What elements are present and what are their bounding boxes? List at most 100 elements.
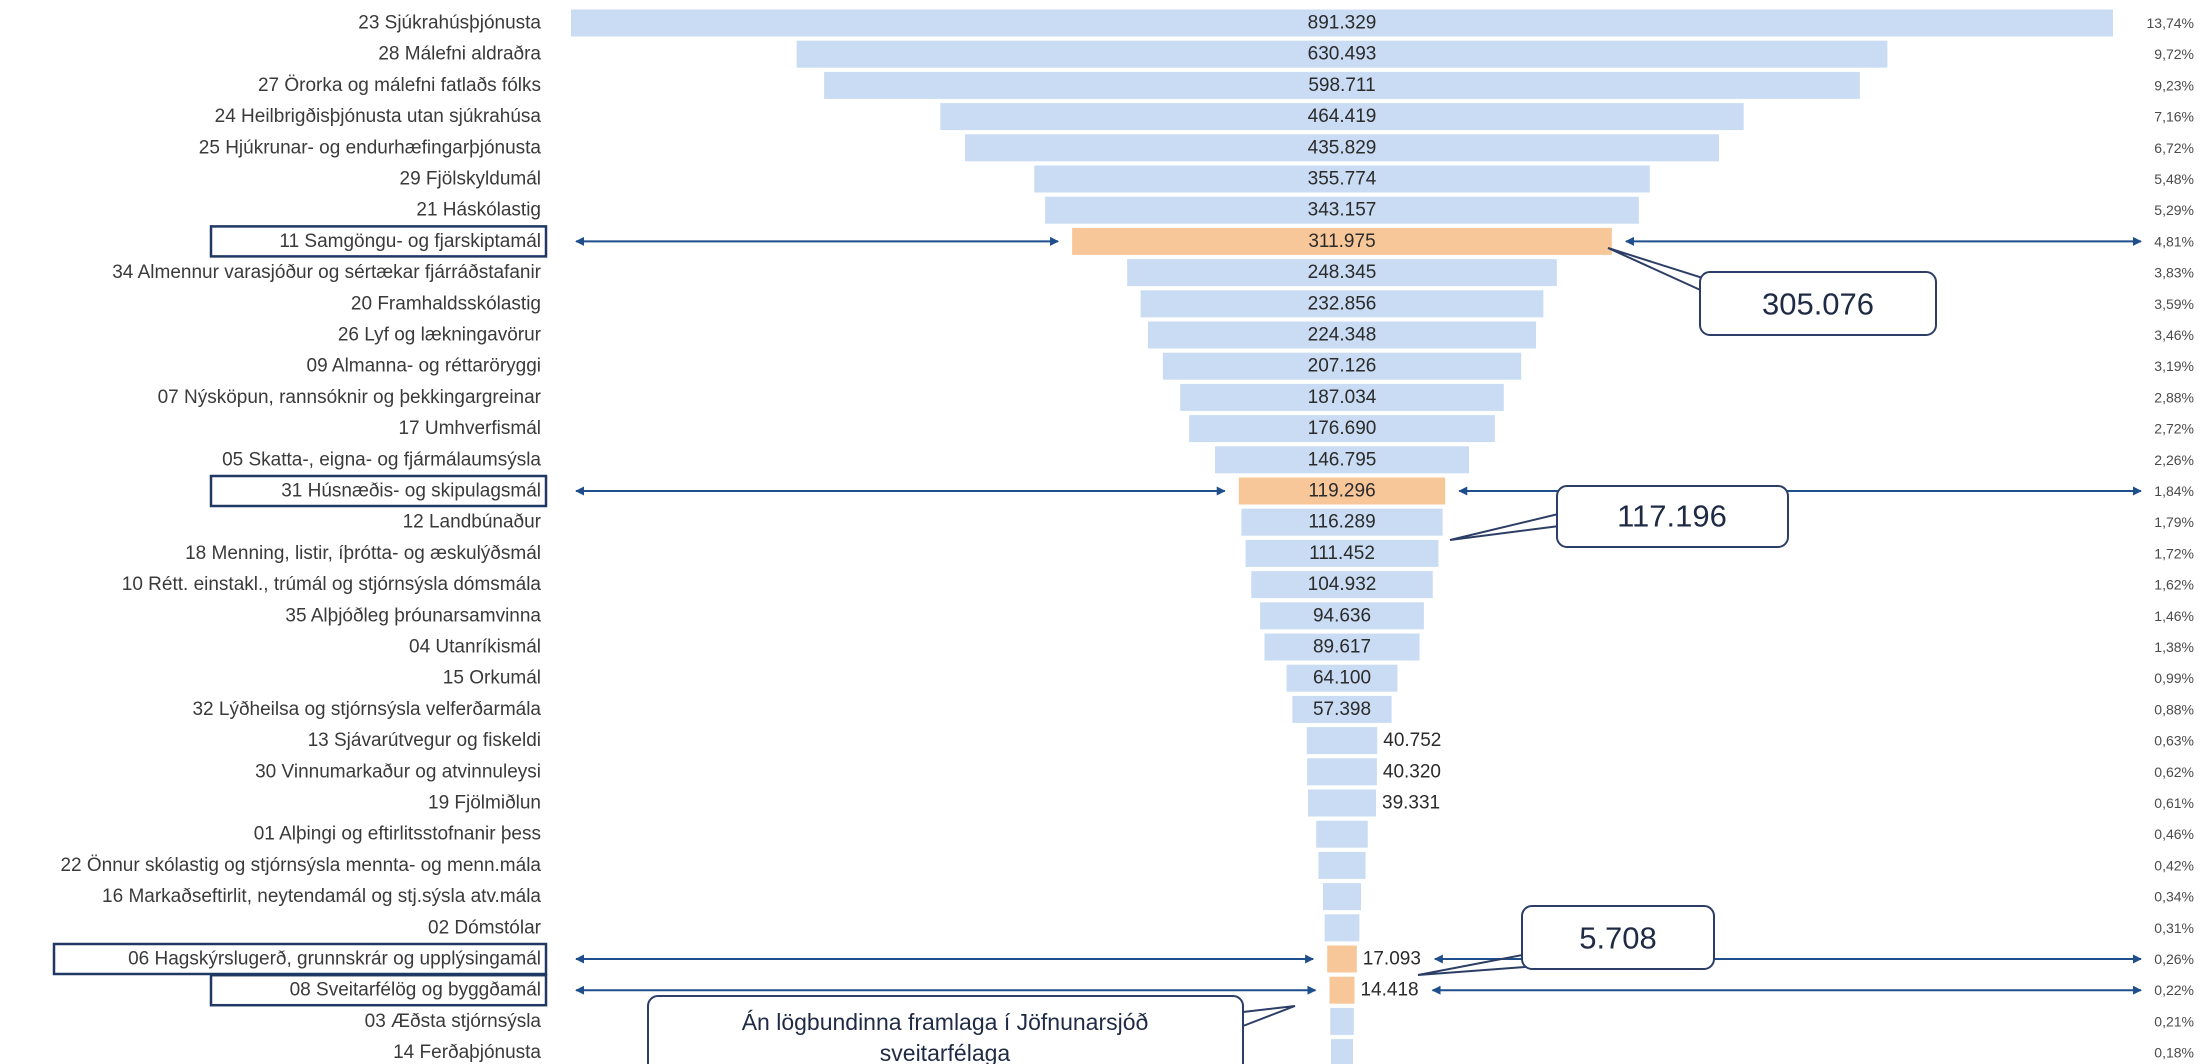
bar <box>1045 196 1639 224</box>
bar <box>1292 695 1392 723</box>
value-label: 207.126 <box>1308 356 1377 377</box>
category-label: 18 Menning, listir, íþrótta- og æskulýðs… <box>185 543 541 564</box>
percent-label: 0,42% <box>2154 857 2194 873</box>
category-label: 14 Ferðaþjónusta <box>393 1042 541 1063</box>
category-label: 17 Umhverfismál <box>398 418 541 439</box>
category-label: 09 Almanna- og réttaröryggi <box>307 356 541 377</box>
highlight-label-box <box>209 225 548 258</box>
bar <box>1322 883 1362 911</box>
bar <box>1330 1007 1354 1035</box>
percent-label: 6,72% <box>2154 140 2194 156</box>
bar <box>824 71 1860 99</box>
percent-label: 0,18% <box>2154 1045 2194 1061</box>
category-label: 28 Málefni aldraðra <box>378 44 541 65</box>
callout-pointer <box>1417 951 1539 976</box>
category-label: 02 Dómstólar <box>428 917 542 938</box>
bar <box>1260 602 1424 630</box>
category-label: 10 Rétt. einstakl., trúmál og stjórnsýsl… <box>122 574 542 595</box>
callout-box <box>1556 485 1789 548</box>
value-label: 104.932 <box>1308 574 1377 595</box>
value-label: 435.829 <box>1308 137 1377 158</box>
bar <box>796 40 1888 68</box>
percent-label: 0,31% <box>2154 920 2194 936</box>
value-label: 224.348 <box>1308 325 1377 346</box>
callout-box <box>1699 271 1937 336</box>
value-label: 248.345 <box>1308 262 1377 283</box>
bar <box>940 103 1744 131</box>
callout-pointer <box>1449 509 1576 541</box>
percent-label: 5,48% <box>2154 171 2194 187</box>
annotations-layer: 305.076 117.196 5.708 Án lögbundinna framla… <box>52 225 2142 1064</box>
percent-label: 1,79% <box>2154 514 2194 530</box>
value-label: 39.331 <box>1382 793 1440 814</box>
category-label: 22 Önnur skólastig og stjórnsýsla mennta… <box>60 855 541 876</box>
percent-label: 0,99% <box>2154 670 2194 686</box>
percent-label: 0,62% <box>2154 764 2194 780</box>
callout-box <box>1521 905 1715 970</box>
value-label: 40.320 <box>1383 761 1441 782</box>
category-label: 03 Æðsta stjórnsýsla <box>365 1011 542 1032</box>
percent-label: 0,61% <box>2154 795 2194 811</box>
percent-label: 1,72% <box>2154 545 2194 561</box>
callout-pointer <box>1607 247 1729 299</box>
highlight-label-box <box>209 474 548 508</box>
percent-label: 0,46% <box>2154 826 2194 842</box>
percent-label: 2,88% <box>2154 389 2194 405</box>
value-label: 187.034 <box>1308 387 1377 408</box>
bar <box>1306 727 1378 755</box>
category-label: 32 Lýðheilsa og stjórnsýsla velferðarmál… <box>192 699 541 720</box>
percent-label: 3,59% <box>2154 296 2194 312</box>
percent-label: 0,21% <box>2154 1013 2194 1029</box>
category-label: 25 Hjúkrunar- og endurhæfingarþjónusta <box>199 137 542 158</box>
value-label: 116.289 <box>1308 512 1375 533</box>
value-label: 176.690 <box>1308 418 1377 439</box>
category-label: 20 Framhaldsskólastig <box>351 293 541 314</box>
percent-label: 4,81% <box>2154 233 2194 249</box>
percent-label: 2,26% <box>2154 452 2194 468</box>
value-label: 57.398 <box>1313 699 1371 720</box>
bar <box>1147 321 1537 349</box>
category-label: 23 Sjúkrahúsþjónusta <box>358 13 541 34</box>
bar <box>1034 165 1650 193</box>
bar <box>1316 820 1368 848</box>
bar <box>1238 477 1446 505</box>
category-label: 26 Lyf og lækningavörur <box>338 325 542 346</box>
bar <box>1264 633 1420 661</box>
category-label: 27 Örorka og málefni fatlaðs fólks <box>258 75 541 96</box>
value-label: 598.711 <box>1308 75 1375 96</box>
callout-value: 5.708 <box>1579 921 1657 956</box>
bar <box>1245 539 1439 567</box>
category-label: 13 Sjávarútvegur og fiskeldi <box>308 730 541 751</box>
bar <box>1286 664 1398 692</box>
value-label: 464.419 <box>1308 106 1377 127</box>
category-label: 16 Markaðseftirlit, neytendamál og stj.s… <box>102 886 541 907</box>
percent-label: 7,16% <box>2154 109 2194 125</box>
labels-layer: 23 Sjúkrahúsþjónusta 13,74% 891.329 28 Mále… <box>60 13 2194 1064</box>
bar <box>1251 571 1433 599</box>
percent-label: 9,72% <box>2154 46 2194 62</box>
value-label: 891.329 <box>1308 13 1377 34</box>
bar <box>1215 446 1469 474</box>
category-label: 11 Samgöngu- og fjarskiptamál <box>279 231 541 252</box>
note-text: Án lögbundinna framlaga í Jöfnunarsjóð sv… <box>742 1009 1149 1064</box>
bar <box>1327 945 1357 973</box>
percent-label: 0,34% <box>2154 889 2194 905</box>
bar <box>1307 789 1377 817</box>
percent-label: 1,38% <box>2154 639 2194 655</box>
value-label: 14.418 <box>1360 980 1418 1001</box>
callout-box <box>647 995 1244 1064</box>
category-label: 34 Almennur varasjóður og sértækar fjárr… <box>112 262 541 283</box>
bar <box>1241 508 1443 536</box>
value-label: 355.774 <box>1308 169 1377 190</box>
category-label: 08 Sveitarfélög og byggðamál <box>290 980 541 1001</box>
bar <box>1162 352 1522 380</box>
value-label: 64.100 <box>1313 668 1371 689</box>
bar <box>1331 1039 1353 1064</box>
value-label: 119.296 <box>1308 481 1375 502</box>
category-label: 04 Utanríkismál <box>409 637 541 658</box>
category-label: 05 Skatta-, eigna- og fjármálaumsýsla <box>222 449 541 470</box>
bar <box>1189 415 1495 443</box>
bar <box>965 134 1719 162</box>
percent-label: 3,83% <box>2154 265 2194 281</box>
